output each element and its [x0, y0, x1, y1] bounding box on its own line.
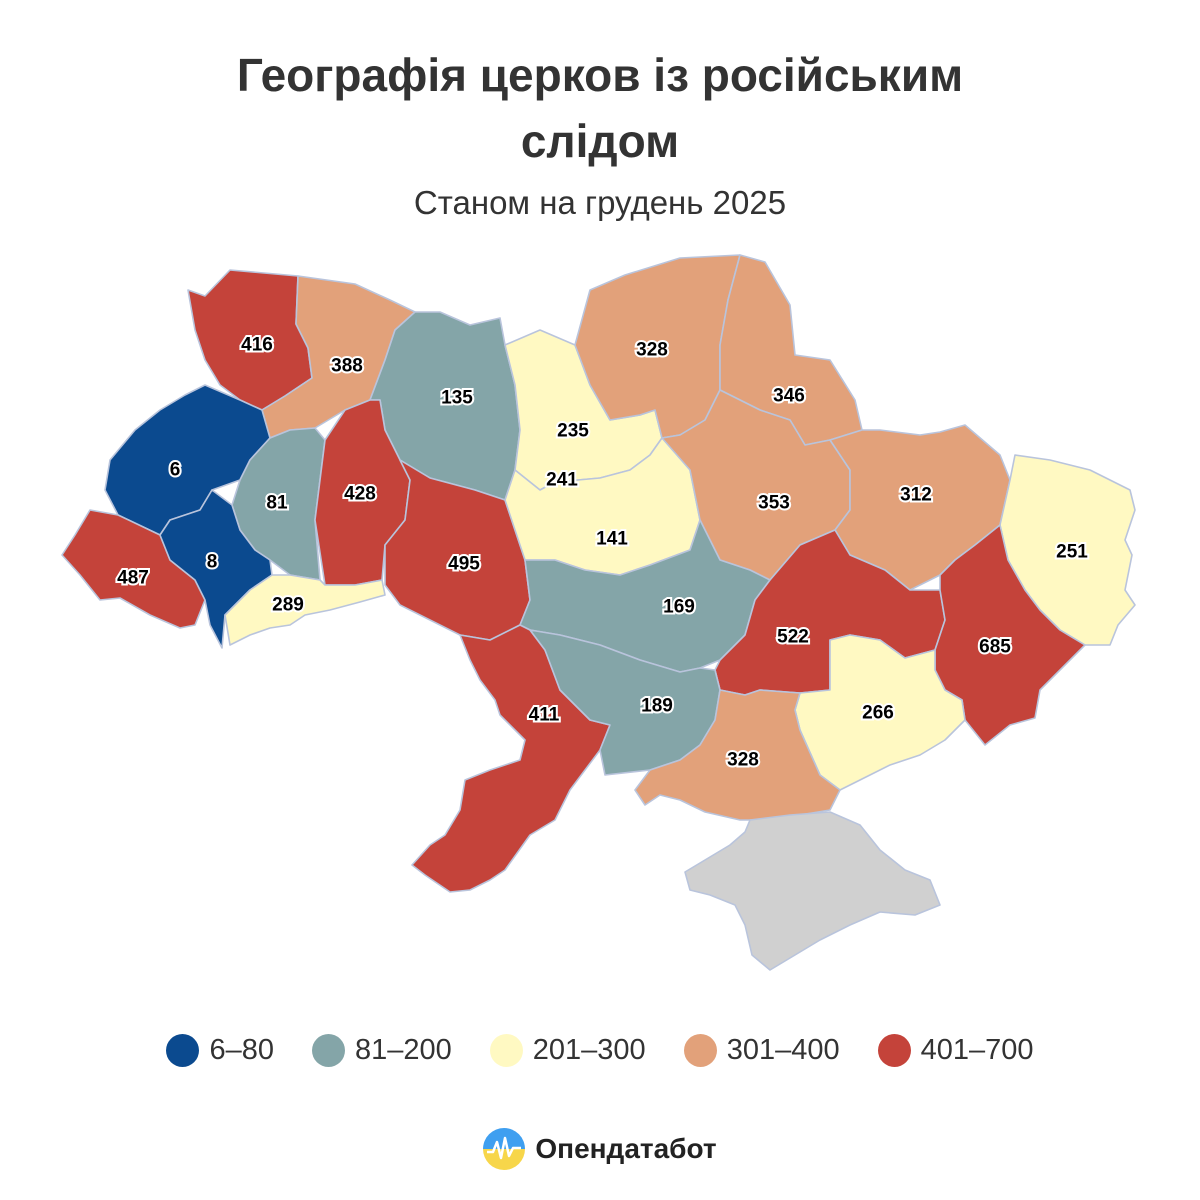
legend-label-401-700: 401–700 — [920, 1034, 1034, 1066]
region-label-cherkasy: 241 — [546, 470, 578, 491]
region-label-kirovohrad: 169 — [663, 597, 695, 618]
legend-swatch-301-400 — [683, 1034, 717, 1067]
map-title: Географія церков із російським слідом — [0, 42, 1200, 174]
region-label-odesa: 411 — [529, 705, 560, 726]
legend-item-401-700: 401–700 — [877, 1034, 1034, 1067]
legend-swatch-401-700 — [877, 1034, 911, 1067]
region-label-zakarpattia: 487 — [117, 568, 149, 589]
legend-item-201-300: 201–300 — [489, 1034, 646, 1067]
region-label-kyiv-oblast: 235 — [557, 421, 589, 442]
region-label-khmelnytskyi: 428 — [344, 484, 376, 505]
region-label-vinnytsia: 495 — [448, 554, 480, 575]
legend-item-81-200: 81–200 — [312, 1034, 452, 1067]
region-label-kirovohrad-north: 141 — [596, 529, 628, 550]
region-label-ternopil: 81 — [266, 493, 288, 514]
legend-label-201-300: 201–300 — [532, 1034, 646, 1066]
region-crimea — [684, 811, 941, 971]
region-chernivtsi[interactable] — [224, 574, 386, 646]
region-label-sumy: 346 — [773, 386, 805, 407]
region-label-poltava: 353 — [758, 493, 790, 514]
legend-label-81-200: 81–200 — [355, 1034, 452, 1066]
region-label-kherson: 328 — [727, 750, 759, 771]
brand-footer: Опендатабот — [0, 1128, 1200, 1170]
region-label-rivne: 388 — [331, 356, 363, 377]
legend-label-301-400: 301–400 — [726, 1034, 840, 1066]
region-label-donetsk: 685 — [979, 637, 1011, 658]
legend-swatch-6-80 — [166, 1034, 200, 1067]
region-label-chernihiv: 328 — [636, 340, 668, 361]
region-label-dnipropetrovsk: 522 — [777, 627, 809, 648]
map-legend: 6–80 81–200 201–300 301–400 401–700 — [0, 1034, 1200, 1067]
region-label-kharkiv: 312 — [900, 485, 932, 506]
region-label-lviv: 6 — [170, 460, 181, 481]
legend-item-6-80: 6–80 — [166, 1034, 274, 1067]
legend-label-6-80: 6–80 — [209, 1034, 274, 1066]
title-line-2: слідом — [520, 115, 680, 167]
opendatabot-logo-icon — [483, 1128, 526, 1170]
legend-swatch-81-200 — [312, 1034, 345, 1067]
region-label-mykolaiv: 189 — [641, 696, 673, 717]
region-label-zhytomyr: 135 — [441, 388, 473, 409]
brand-name: Опендатабот — [535, 1133, 717, 1164]
legend-item-301-400: 301–400 — [683, 1034, 840, 1067]
title-line-1: Географія церков із російським — [236, 49, 964, 101]
legend-swatch-201-300 — [489, 1034, 523, 1067]
region-label-luhansk: 251 — [1056, 542, 1088, 563]
map-subtitle: Станом на грудень 2025 — [413, 184, 787, 221]
region-label-chernivtsi: 289 — [272, 595, 304, 616]
region-label-zaporizhzhia: 266 — [862, 703, 894, 724]
region-label-volyn: 416 — [241, 335, 273, 356]
region-label-ivano-frankivsk: 8 — [207, 552, 218, 573]
